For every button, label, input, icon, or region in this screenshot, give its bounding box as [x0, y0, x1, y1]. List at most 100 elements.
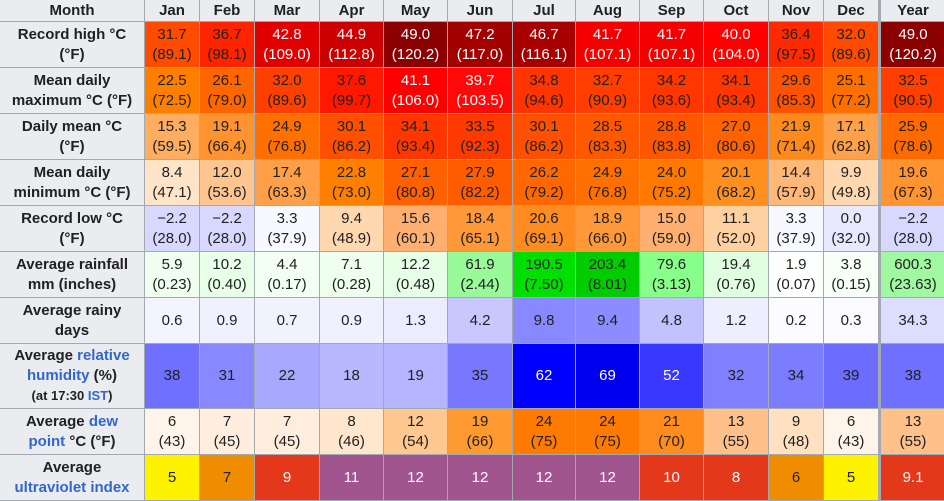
cell-mar: 0.7: [255, 298, 320, 344]
cell-may: 12.2(0.48): [384, 252, 448, 298]
label-text: Mean daily: [34, 164, 111, 181]
value: 69: [599, 367, 616, 384]
value-secondary: (0.07): [776, 276, 815, 293]
label-text: (°F): [59, 230, 84, 247]
value: 203.4: [589, 256, 627, 273]
value-secondary: (0.76): [716, 276, 755, 293]
value-secondary: (28.0): [152, 230, 191, 247]
label-text: (°F): [59, 138, 84, 155]
cell-feb: 0.9: [200, 298, 255, 344]
value: 9.8: [534, 312, 555, 329]
value: 41.1: [401, 72, 430, 89]
value-secondary: (89.1): [152, 46, 191, 63]
row-label: Average ultraviolet index: [0, 455, 145, 501]
label-link[interactable]: point: [29, 433, 66, 450]
value: 9: [283, 469, 291, 486]
value-secondary: (52.0): [716, 230, 755, 247]
value: 38: [164, 367, 181, 384]
value-secondary: (54): [402, 433, 429, 450]
label-link[interactable]: ultraviolet index: [14, 479, 129, 496]
value-secondary: (63.3): [267, 184, 306, 201]
value-secondary: (0.15): [831, 276, 870, 293]
value-secondary: (112.8): [328, 46, 374, 63]
value: 5.9: [162, 256, 183, 273]
cell-nov: 36.4(97.5): [769, 22, 824, 68]
value-secondary: (8.01): [588, 276, 627, 293]
cell-feb: −2.2(28.0): [200, 206, 255, 252]
cell-aug: 32.7(90.9): [576, 68, 640, 114]
value-secondary: (47.1): [152, 184, 191, 201]
label-text: Average rainfall: [16, 256, 128, 273]
label-link[interactable]: IST: [88, 388, 108, 403]
value: 20.1: [721, 164, 750, 181]
value: 190.5: [525, 256, 563, 273]
value-secondary: (99.7): [332, 92, 371, 109]
cell-jun: 39.7(103.5): [448, 68, 513, 114]
value: 34.1: [721, 72, 750, 89]
month-header: Month: [0, 0, 145, 22]
cell-sep: 15.0(59.0): [640, 206, 704, 252]
value: 32.5: [898, 72, 927, 89]
month-header-dec: Dec: [824, 0, 880, 22]
value-secondary: (59.0): [652, 230, 691, 247]
label-text: (at 17:30: [32, 388, 88, 403]
cell-jan: 6(43): [145, 409, 200, 455]
value-secondary: (76.8): [588, 184, 627, 201]
value: 19.4: [721, 256, 750, 273]
cell-jan: 5.9(0.23): [145, 252, 200, 298]
value: 9.4: [341, 210, 362, 227]
label-link[interactable]: relative: [77, 347, 130, 364]
value: 3.3: [277, 210, 298, 227]
value: 24.0: [657, 164, 686, 181]
cell-sep: 79.6(3.13): [640, 252, 704, 298]
label-text: Average: [43, 459, 102, 476]
cell-year: −2.2(28.0): [880, 206, 944, 252]
value-secondary: (69.1): [524, 230, 563, 247]
cell-apr: 7.1(0.28): [320, 252, 384, 298]
cell-nov: 0.2: [769, 298, 824, 344]
value-secondary: (117.0): [457, 46, 503, 63]
label-link[interactable]: humidity: [27, 367, 90, 384]
value: 4.4: [277, 256, 298, 273]
value: 18.4: [465, 210, 494, 227]
cell-sep: 28.8(83.8): [640, 114, 704, 160]
cell-dec: 32.0(89.6): [824, 22, 880, 68]
cell-oct: 27.0(80.6): [704, 114, 769, 160]
value: 1.3: [405, 312, 426, 329]
label-link[interactable]: dew: [89, 413, 118, 430]
row-record-high: Record high °C(°F)31.7(89.1)36.7(98.1)42…: [0, 22, 944, 68]
cell-apr: 37.6(99.7): [320, 68, 384, 114]
value-secondary: (79.0): [207, 92, 246, 109]
cell-oct: 19.4 (0.76): [704, 252, 769, 298]
cell-year: 13(55): [880, 409, 944, 455]
value-secondary: (90.9): [588, 92, 627, 109]
value: 47.2: [465, 26, 494, 43]
value: 30.1: [529, 118, 558, 135]
value: 17.4: [272, 164, 301, 181]
value: 36.7: [212, 26, 241, 43]
cell-nov: 21.9(71.4): [769, 114, 824, 160]
cell-may: 12: [384, 455, 448, 501]
cell-nov: 6: [769, 455, 824, 501]
value: 0.3: [841, 312, 862, 329]
value: 19.1: [212, 118, 241, 135]
value: 15.3: [157, 118, 186, 135]
cell-feb: 36.7(98.1): [200, 22, 255, 68]
cell-nov: 34: [769, 344, 824, 409]
value: 27.1: [401, 164, 430, 181]
value: 24.9: [272, 118, 301, 135]
value-secondary: (28.0): [207, 230, 246, 247]
value-secondary: (103.5): [456, 92, 504, 109]
cell-aug: 12: [576, 455, 640, 501]
cell-aug: 69: [576, 344, 640, 409]
cell-jun: 27.9(82.2): [448, 160, 513, 206]
value-secondary: (67.3): [893, 184, 932, 201]
cell-mar: 7(45): [255, 409, 320, 455]
cell-oct: 32: [704, 344, 769, 409]
cell-mar: 17.4 (63.3): [255, 160, 320, 206]
value: 18.9: [593, 210, 622, 227]
cell-feb: 10.2(0.40): [200, 252, 255, 298]
value: 4.8: [661, 312, 682, 329]
